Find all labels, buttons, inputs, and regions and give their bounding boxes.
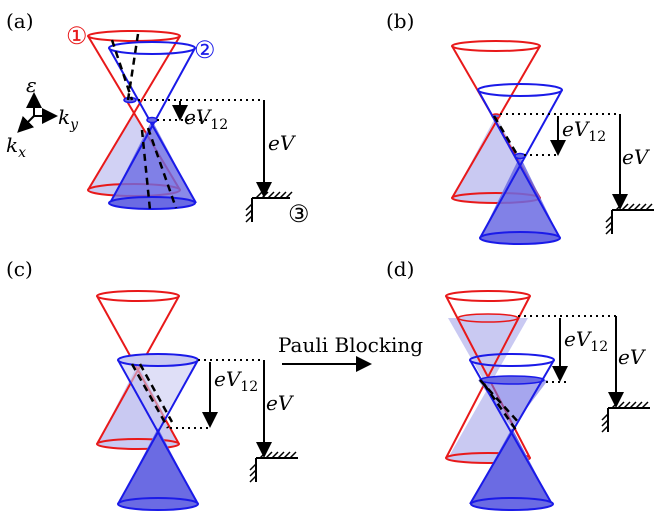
panel-b: (b) eV12 eV <box>386 9 654 245</box>
cone-2-marker: ② <box>194 36 216 64</box>
cone-2-blue <box>108 41 197 210</box>
contact-3-marker: ③ <box>288 200 310 228</box>
pauli-blocking-annotation: Pauli Blocking <box>278 333 423 372</box>
eV12-label-a: eV12 <box>184 105 228 133</box>
panel-a-label: (a) <box>6 9 34 33</box>
energy-axis-label: ε <box>26 73 37 97</box>
panel-d-label: (d) <box>386 257 414 281</box>
ky-axis-label: ky <box>58 105 79 133</box>
panel-a: (a) ① ② <box>6 9 310 228</box>
kx-axis-label: kx <box>6 133 26 161</box>
panel-b-label: (b) <box>386 9 414 33</box>
eV12-label-d: eV12 <box>564 327 608 355</box>
eV12-label-c: eV12 <box>214 367 258 395</box>
ground-contact-c <box>249 451 298 483</box>
axes-glyph: ε ky kx <box>6 73 79 161</box>
panel-c: (c) eV12 eV <box>6 257 298 511</box>
ground-contact-d <box>601 401 650 433</box>
eV-label-d: eV <box>618 345 647 369</box>
panel-c-label: (c) <box>6 257 33 281</box>
eV12-label-b: eV12 <box>562 117 606 145</box>
ground-contact-a <box>245 191 293 223</box>
panel-d: (d) eV12 eV <box>386 257 650 511</box>
eV-label-b: eV <box>622 145 651 169</box>
eV-label-c: eV <box>266 391 295 415</box>
dashed-transitions <box>110 33 178 211</box>
ground-contact-b <box>605 203 654 235</box>
cone-1-marker: ① <box>66 22 88 50</box>
eV-label-a: eV <box>268 131 297 155</box>
pauli-blocking-label: Pauli Blocking <box>278 333 423 357</box>
